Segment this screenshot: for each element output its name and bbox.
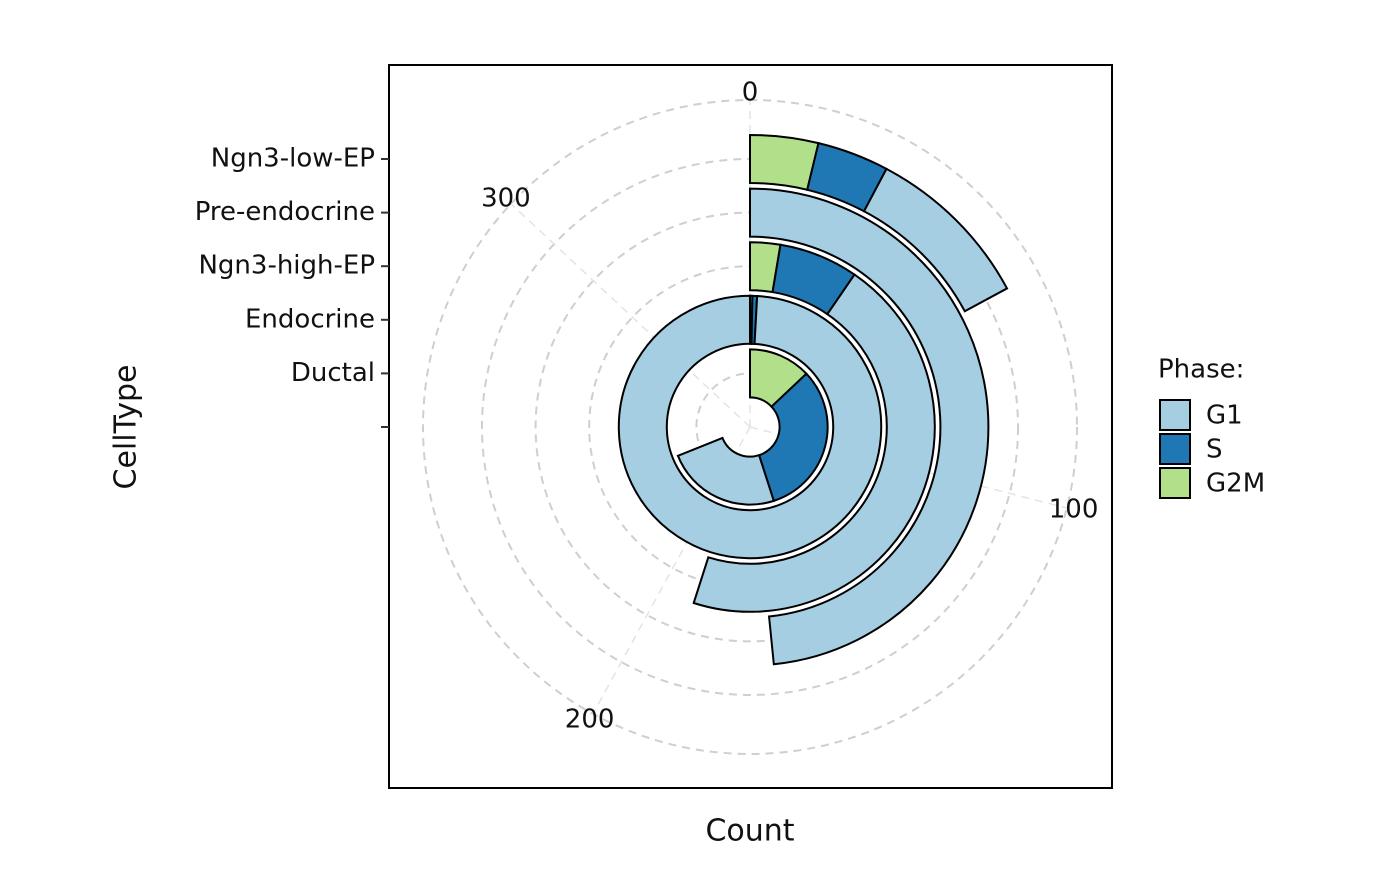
angle-tick-label: 100 bbox=[1049, 494, 1099, 524]
grid-line bbox=[749, 426, 1067, 509]
legend-label: G2M bbox=[1206, 469, 1265, 499]
legend-label: S bbox=[1206, 435, 1223, 465]
grid-line bbox=[592, 426, 751, 715]
legend-label: G1 bbox=[1206, 401, 1243, 431]
bar-segment bbox=[757, 372, 829, 503]
bar-segment bbox=[749, 187, 990, 666]
grid-line bbox=[510, 203, 751, 428]
x-axis-title: Count bbox=[705, 814, 794, 849]
angle-tick-label: 0 bbox=[742, 78, 759, 108]
legend-title: Phase: bbox=[1158, 355, 1244, 385]
legend-key bbox=[1159, 399, 1191, 431]
y-tick-label: Endocrine bbox=[245, 304, 375, 334]
y-axis-title: CellType bbox=[109, 365, 144, 490]
angle-tick-label: 300 bbox=[481, 184, 531, 214]
y-tick-label: Ngn3-low-EP bbox=[211, 144, 375, 174]
y-tick-label: Ngn3-high-EP bbox=[198, 251, 375, 281]
bar-segment bbox=[862, 167, 1009, 313]
angle-tick-label: 200 bbox=[565, 704, 615, 734]
legend-key bbox=[1159, 433, 1191, 465]
bar-segment bbox=[617, 294, 883, 560]
bar-segment bbox=[692, 273, 936, 613]
y-tick-label: Pre-endocrine bbox=[195, 197, 375, 227]
y-tick-label: Ductal bbox=[291, 358, 375, 388]
legend-key bbox=[1159, 467, 1191, 499]
bar-segment bbox=[676, 436, 776, 506]
